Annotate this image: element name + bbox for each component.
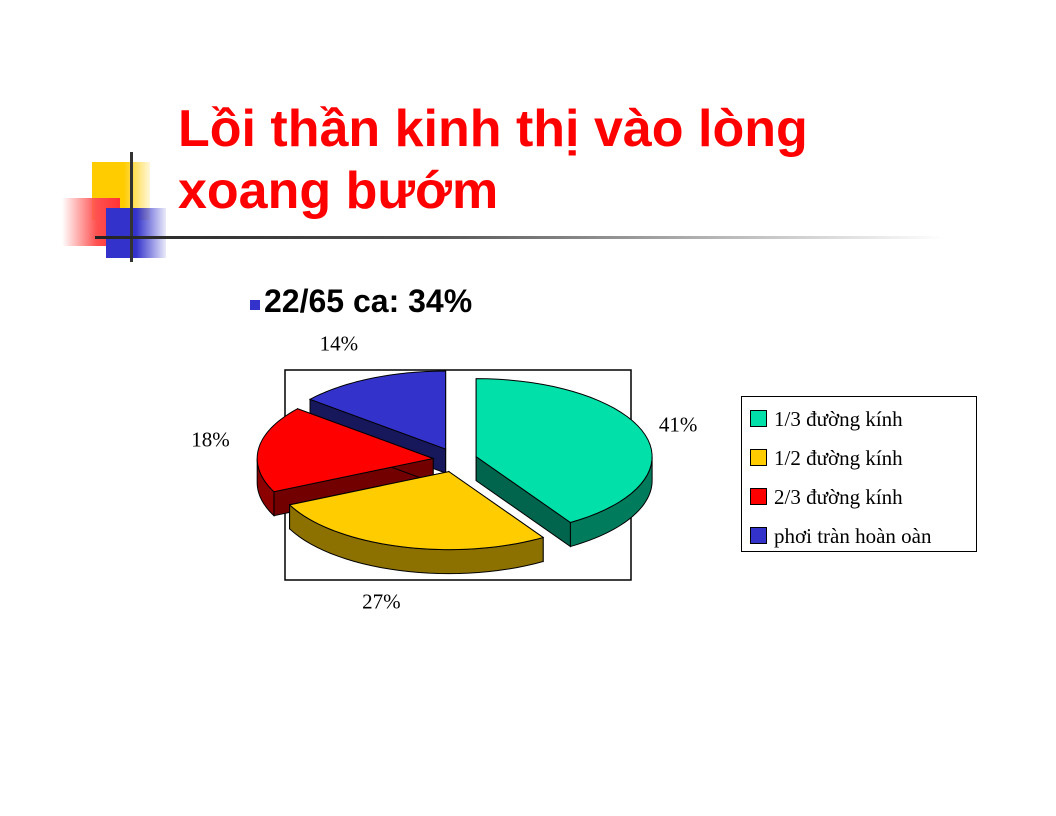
data-label-4: 14%: [320, 332, 359, 356]
legend-label-2: 1/2 đường kính: [774, 446, 903, 470]
legend-label-3: 2/3 đường kính: [774, 485, 903, 509]
slide-title-line-2: xoang bướm: [178, 162, 499, 220]
legend-item-1: 1/3 đường kính: [750, 407, 903, 432]
data-label-3: 18%: [191, 427, 230, 451]
bullet-item: 22/65 ca: 34%: [250, 283, 472, 320]
legend-item-3: 2/3 đường kính: [750, 485, 903, 510]
legend-label-1: 1/3 đường kính: [774, 407, 903, 431]
slide-title-line-1: Lồi thần kinh thị vào lòng: [178, 100, 808, 158]
legend-swatch-2: [750, 449, 767, 466]
legend-swatch-4: [750, 527, 767, 544]
decor-vertical-line: [130, 152, 133, 262]
pie-slice-1: [475, 378, 653, 548]
chart-legend: 1/3 đường kính 1/2 đường kính 2/3 đường …: [741, 396, 977, 552]
data-labels: 41% 27% 18% 14%: [191, 332, 697, 614]
bullet-text: 22/65 ca: 34%: [264, 283, 473, 319]
pie-slice-2: [288, 470, 545, 575]
data-label-1: 41%: [659, 412, 698, 436]
pie-slices: [256, 370, 653, 575]
legend-item-4: phơi tràn hoàn oàn: [750, 524, 931, 549]
data-label-2: 27%: [362, 589, 401, 613]
legend-swatch-3: [750, 488, 767, 505]
decor-blue-square: [106, 208, 166, 258]
legend-label-4: phơi tràn hoàn oàn: [774, 524, 932, 548]
slide-title: Lồi thần kinh thị vào lòng xoang bướm: [178, 98, 938, 222]
legend-item-2: 1/2 đường kính: [750, 446, 903, 471]
title-underline: [95, 236, 945, 239]
bullet-square-icon: [250, 300, 260, 310]
legend-swatch-1: [750, 410, 767, 427]
